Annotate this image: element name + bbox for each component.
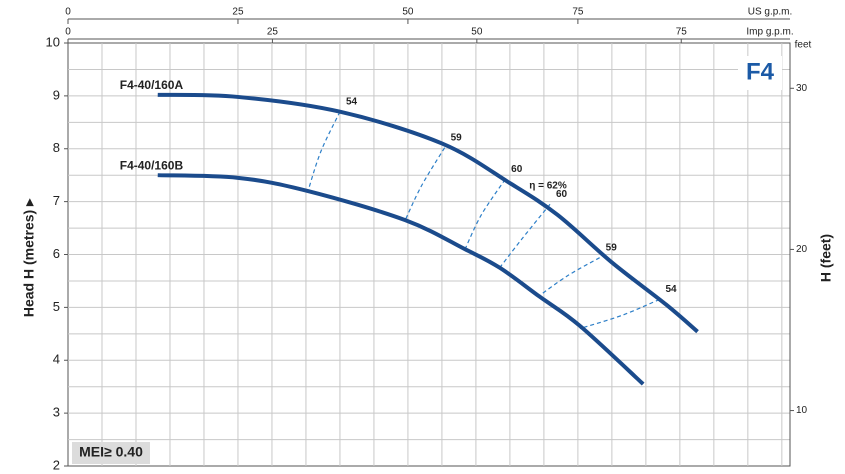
pump-curve (157, 92, 699, 334)
y-tick-label: 2 (53, 457, 60, 472)
pump-curve (157, 173, 645, 386)
x2-tick-label: 25 (267, 27, 279, 38)
x2-tick-label: 0 (65, 27, 71, 38)
series-label: F4-40/160B (120, 158, 184, 172)
y-tick-label: 6 (53, 246, 60, 261)
efficiency-label: 60 (511, 164, 523, 175)
y2-axis-title: H (feet) (818, 234, 834, 282)
y-tick-label: 3 (53, 405, 60, 420)
efficiency-line (537, 257, 600, 298)
x-tick-label: 25 (232, 7, 244, 18)
badge: F4 (746, 58, 775, 85)
series-label: F4-40/160A (120, 78, 184, 92)
y-tick-label: 8 (53, 140, 60, 155)
badge-box (738, 56, 782, 90)
efficiency-line (499, 203, 551, 269)
x2-tick-label: 75 (676, 27, 688, 38)
y2-tick-label: 10 (796, 405, 808, 416)
efficiency-label: 54 (665, 284, 677, 295)
x-tick-label: 75 (572, 7, 584, 18)
x-tick-label: 50 (402, 7, 414, 18)
efficiency-label: 60 (556, 189, 568, 200)
y2-unit: feet (795, 40, 812, 51)
y-tick-label: 4 (53, 352, 60, 367)
x2-axis-title: Imp g.p.m. (746, 27, 793, 38)
efficiency-label: 59 (451, 132, 463, 143)
efficiency-line (307, 111, 341, 192)
grid (68, 43, 790, 466)
efficiency-line (579, 298, 660, 330)
efficiency-label: 54 (346, 96, 358, 107)
x-tick-label: 0 (65, 7, 71, 18)
x-axis-title: US g.p.m. (748, 7, 792, 18)
efficiency-line (464, 179, 506, 250)
y-tick-label: 9 (53, 87, 60, 102)
y-tick-label: 7 (53, 193, 60, 208)
efficiency-label: 59 (606, 242, 618, 253)
y-tick-label: 10 (46, 34, 60, 49)
y2-tick-label: 30 (796, 83, 808, 94)
efficiency-line (404, 147, 446, 221)
note: MEI≥ 0.40 (79, 444, 143, 460)
y2-tick-label: 20 (796, 244, 808, 255)
y-axis-title: Head H (metres) ▸ (21, 198, 37, 317)
y-tick-label: 5 (53, 299, 60, 314)
x2-tick-label: 50 (471, 27, 483, 38)
note-box (72, 442, 150, 464)
peak-label: η = 62% (529, 181, 567, 192)
